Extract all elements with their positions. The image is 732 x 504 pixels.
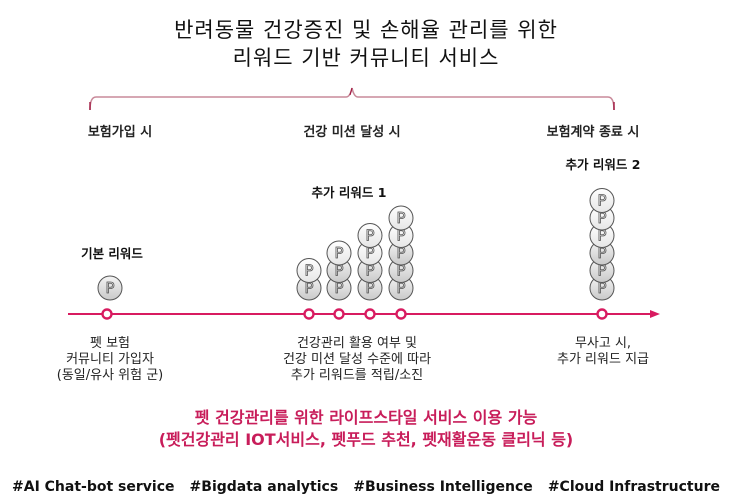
svg-text:P: P [304,279,313,297]
description-line: 건강 미션 달성 수준에 따라 [282,352,432,367]
svg-text:P: P [304,262,313,280]
timeline-marker [333,308,345,320]
svg-text:P: P [396,244,405,262]
svg-text:P: P [334,279,343,297]
svg-text:P: P [105,279,114,297]
svg-text:P: P [597,227,606,245]
svg-text:P: P [365,279,374,297]
coin-icon: P [326,240,352,266]
reward-label-extra2: 추가 리워드 2 [565,157,641,172]
tech-tags: #AI Chat-bot service #Bigdata analytics … [0,479,732,495]
description-line: 추가 리워드 지급 [557,352,649,367]
description-line: (동일/유사 위험 군) [56,368,164,383]
timeline-marker [101,308,113,320]
reward-label-extra1: 추가 리워드 1 [311,185,387,200]
lifestyle-banner-line1: 펫 건강관리를 위한 라이프스타일 서비스 이용 가능 [194,408,538,427]
svg-text:P: P [597,192,606,210]
svg-text:P: P [396,227,405,245]
stage-label-mission: 건강 미션 달성 시 [303,125,401,140]
stage-description-signup: 펫 보험 커뮤니티 가입자 (동일/유사 위험 군) [57,336,164,384]
timeline-marker [395,308,407,320]
timeline-arrow-icon [650,310,660,318]
description-line: 건강관리 활용 여부 및 [296,336,418,351]
coin-icon: P [326,275,352,301]
timeline-marker [596,308,608,320]
tag-ai-chatbot: #AI Chat-bot service [12,479,175,495]
description-line: 펫 보험 [89,336,131,351]
diagram-title-line2: 리워드 기반 커뮤니티 서비스 [232,46,500,70]
coin-icon: P [97,275,123,301]
timeline-marker [364,308,376,320]
stage-label-signup: 보험가입 시 [87,125,153,140]
coin-icon: P [357,223,383,248]
stage-brace [89,87,615,111]
stage-description-termination: 무사고 시, 추가 리워드 지급 [557,336,649,368]
svg-text:P: P [334,262,343,280]
svg-text:P: P [365,244,374,262]
coin-icon: P [589,188,615,213]
svg-text:P: P [365,262,374,280]
svg-text:P: P [396,279,405,297]
svg-text:P: P [334,244,343,262]
timeline-markers [101,308,608,320]
timeline-marker [303,308,315,320]
coin-icon: P [388,205,414,231]
tag-business-intelligence: #Business Intelligence [353,479,533,495]
svg-text:P: P [396,262,405,280]
stage-description-mission: 건강관리 활용 여부 및 건강 미션 달성 수준에 따라 추가 리워드를 적립/… [283,336,431,384]
coin-icon: P [589,223,615,248]
description-line: 무사고 시, [574,336,632,351]
reward-label-basic: 기본 리워드 [81,246,143,261]
svg-text:P: P [365,227,374,245]
svg-text:P: P [597,279,606,297]
coin-icon: P [296,258,322,283]
svg-text:P: P [597,209,606,227]
diagram-title-line1: 반려동물 건강증진 및 손해율 관리를 위한 [174,18,558,42]
description-line: 커뮤니티 가입자 [66,352,154,367]
coin-icon: P [388,275,414,301]
tag-bigdata: #Bigdata analytics [189,479,339,495]
description-line: 추가 리워드를 적립/소진 [290,368,424,383]
stage-label-termination: 보험계약 종료 시 [546,125,640,140]
coin-icon: P [388,223,414,248]
coin-icon: P [589,275,615,301]
coin-icon: P [589,205,615,231]
svg-text:P: P [396,209,405,227]
svg-text:P: P [597,262,606,280]
svg-text:P: P [597,244,606,262]
lifestyle-banner-line2: (펫건강관리 IOT서비스, 펫푸드 추천, 펫재활운동 클리닉 등) [158,430,574,449]
tag-cloud-infrastructure: #Cloud Infrastructure [547,479,720,495]
